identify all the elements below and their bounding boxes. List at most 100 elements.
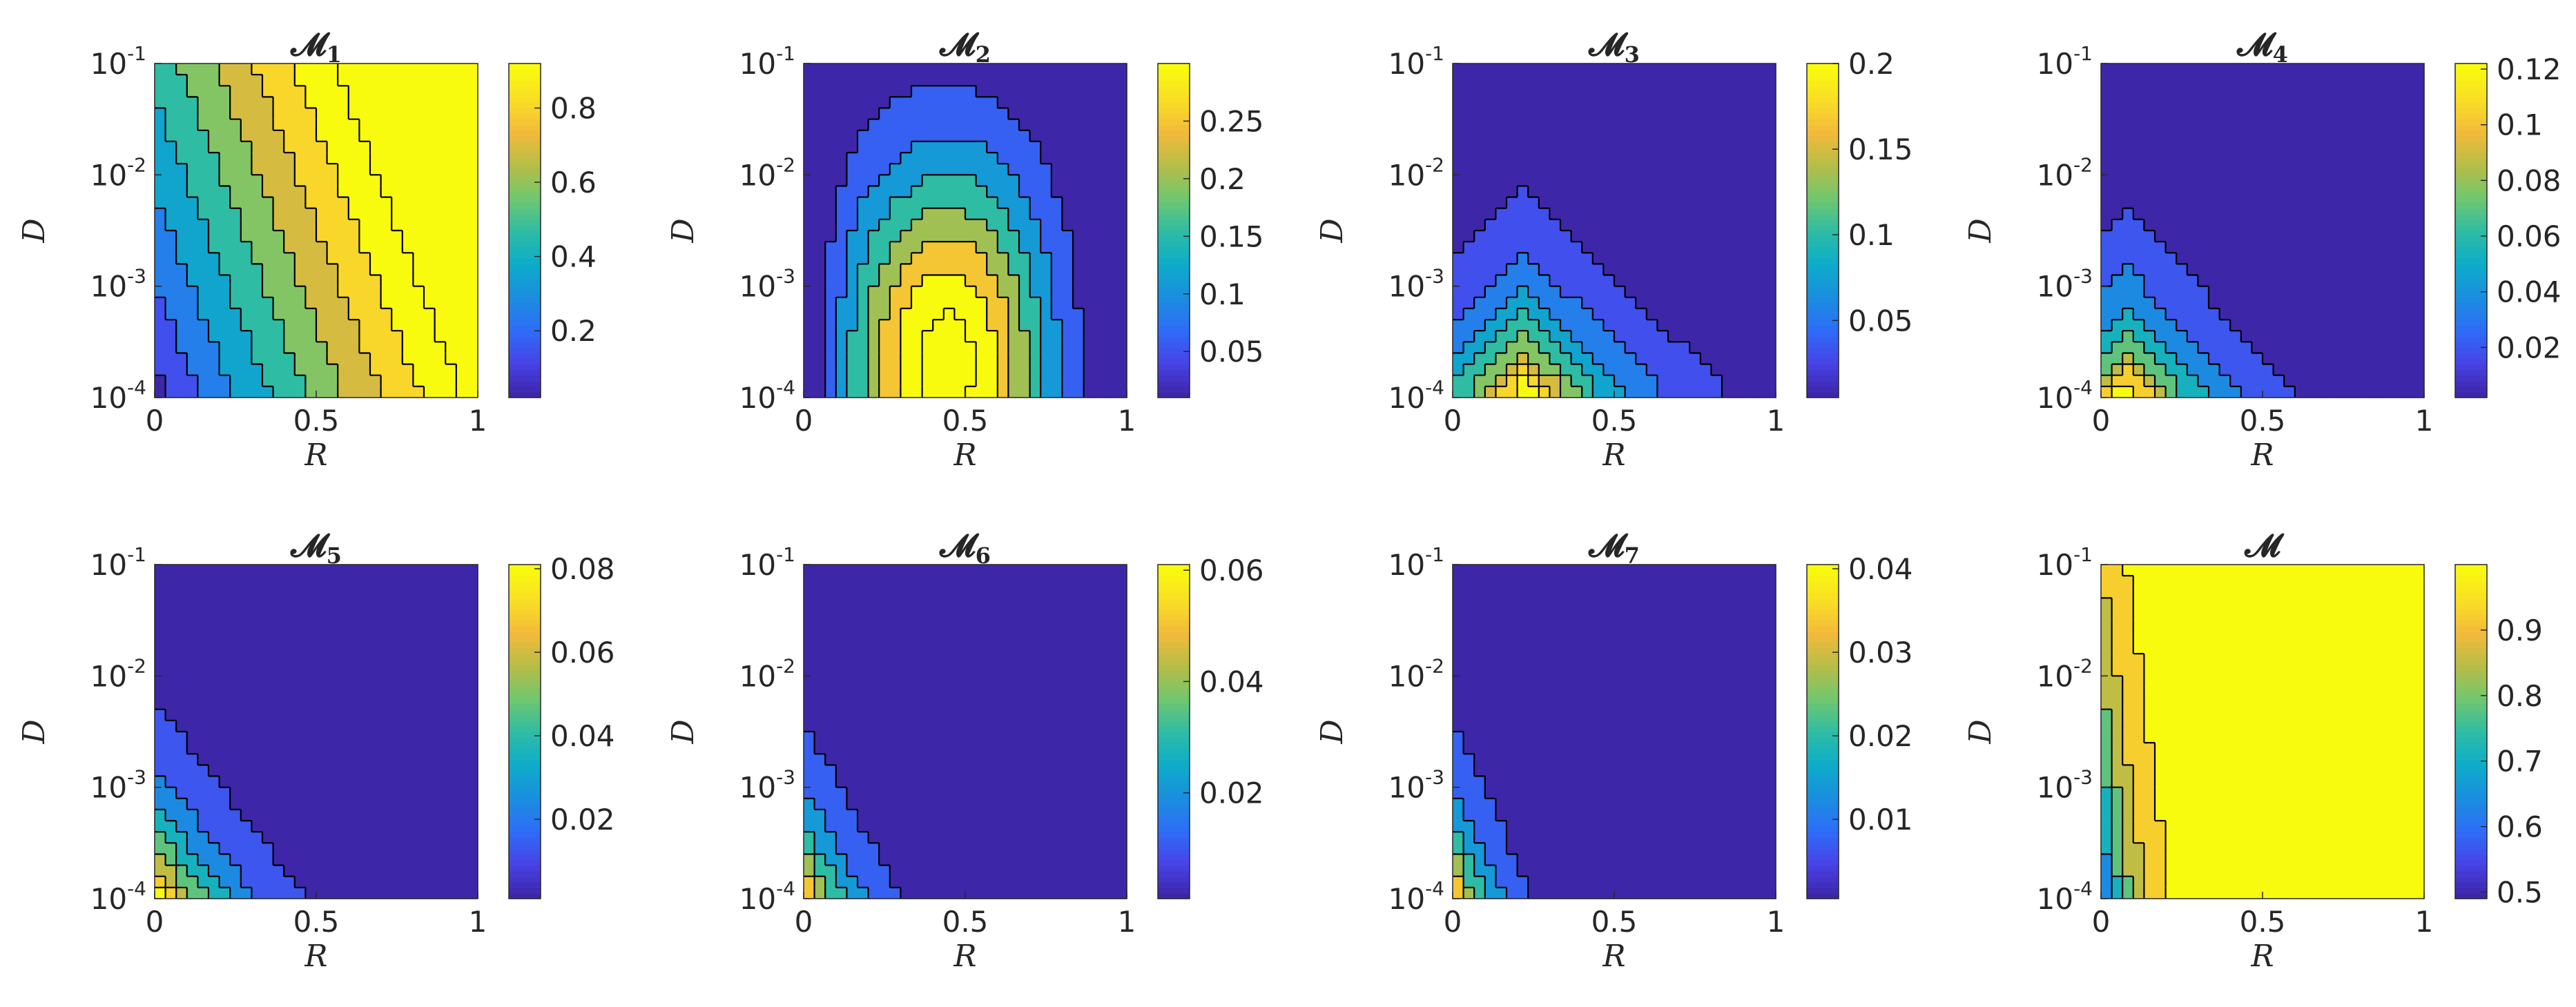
heatmap-cell — [1678, 75, 1690, 86]
heatmap-cell — [1765, 186, 1776, 198]
heatmap-cell — [391, 86, 403, 97]
heatmap-cell — [402, 765, 414, 777]
heatmap-cell — [262, 97, 274, 109]
heatmap-cell — [2316, 320, 2328, 331]
heatmap-cell — [900, 164, 912, 175]
heatmap-cell — [1538, 264, 1550, 276]
heatmap-cell — [997, 153, 1009, 164]
heatmap-cell — [2338, 264, 2350, 276]
heatmap-cell — [155, 865, 166, 877]
heatmap-cell — [1549, 297, 1561, 309]
colorbar-band — [1807, 325, 1839, 331]
heatmap-cell — [1743, 175, 1755, 187]
heatmap-cell — [1495, 219, 1507, 231]
heatmap-cell — [1592, 141, 1604, 153]
heatmap-cell — [1463, 108, 1475, 120]
heatmap-cell — [2370, 130, 2382, 142]
heatmap-cell — [186, 86, 198, 97]
heatmap-cell — [1453, 153, 1464, 164]
heatmap-cell — [2305, 97, 2317, 109]
heatmap-cell — [2165, 331, 2177, 342]
heatmap-cell — [804, 342, 815, 354]
panel-title: 𝓜3 — [1588, 26, 1640, 68]
heatmap-cell — [219, 320, 231, 331]
heatmap-cell — [219, 598, 231, 610]
heatmap-cell — [1507, 242, 1518, 253]
heatmap-cell — [1528, 386, 1540, 398]
heatmap-cell — [1073, 175, 1085, 187]
heatmap-cell — [155, 798, 166, 810]
heatmap-cell — [165, 798, 177, 810]
heatmap-cell — [1668, 375, 1680, 387]
colorbar-band — [1807, 314, 1839, 320]
heatmap-cell — [186, 364, 198, 376]
heatmap-cell — [1722, 75, 1734, 86]
heatmap-cell — [922, 75, 933, 86]
heatmap-cell — [1008, 108, 1020, 120]
heatmap-cell — [1722, 130, 1734, 142]
heatmap-cell — [1474, 153, 1486, 164]
heatmap-cell — [1765, 86, 1776, 97]
heatmap-cell — [2240, 197, 2252, 209]
heatmap-cell — [1765, 364, 1776, 376]
heatmap-cell — [413, 97, 425, 109]
heatmap-cell — [209, 75, 220, 86]
heatmap-cell — [889, 97, 901, 109]
heatmap-cell — [1051, 375, 1063, 387]
heatmap-cell — [2284, 219, 2296, 231]
heatmap-cell — [1495, 164, 1507, 175]
heatmap-cell — [1507, 331, 1518, 342]
heatmap-cell — [456, 765, 467, 777]
heatmap-cell — [1636, 342, 1647, 354]
heatmap-cell — [2392, 308, 2403, 320]
heatmap-cell — [284, 732, 296, 743]
heatmap-cell — [327, 353, 338, 365]
heatmap-cell — [327, 108, 338, 120]
heatmap-cell — [2165, 353, 2177, 365]
heatmap-cell — [933, 119, 945, 131]
heatmap-cell — [251, 253, 263, 264]
heatmap-cell — [1484, 386, 1496, 398]
heatmap-cell — [219, 765, 231, 777]
heatmap-cell — [456, 776, 467, 788]
heatmap-cell — [1636, 119, 1647, 131]
heatmap-cell — [467, 754, 478, 765]
heatmap-cell — [209, 654, 220, 665]
heatmap-cell — [965, 75, 977, 86]
heatmap-cell — [316, 253, 328, 264]
heatmap-cell — [1571, 186, 1582, 198]
heatmap-cell — [1453, 331, 1464, 342]
heatmap-cell — [2370, 286, 2382, 298]
heatmap-cell — [338, 108, 349, 120]
heatmap-cell — [2284, 75, 2296, 86]
heatmap-cell — [316, 876, 328, 888]
heatmap-cell — [1463, 275, 1475, 287]
heatmap-cell — [338, 308, 349, 320]
heatmap-cell — [825, 320, 837, 331]
heatmap-cell — [1495, 353, 1507, 365]
heatmap-cell — [1474, 97, 1486, 109]
heatmap-cell — [1083, 297, 1095, 309]
heatmap-cell — [2370, 375, 2382, 387]
heatmap-cell — [262, 175, 274, 187]
heatmap-cell — [305, 776, 317, 788]
heatmap-cell — [155, 843, 166, 855]
heatmap-cell — [370, 242, 382, 253]
heatmap-cell — [2338, 297, 2350, 309]
heatmap-cell — [197, 876, 209, 888]
colorbar-tick-label: 0.04 — [2497, 275, 2562, 309]
colorbar-tick-label: 0.8 — [550, 92, 597, 126]
heatmap-cell — [305, 609, 317, 621]
heatmap-cell — [1754, 219, 1765, 231]
heatmap-cell — [391, 798, 403, 810]
heatmap-cell — [284, 765, 296, 777]
heatmap-cell — [445, 642, 457, 654]
heatmap-cell — [2413, 153, 2425, 164]
heatmap-cell — [1689, 231, 1701, 242]
heatmap-cell — [2122, 164, 2134, 175]
heatmap-cell — [186, 353, 198, 365]
heatmap-cell — [2111, 231, 2123, 242]
heatmap-cell — [1592, 164, 1604, 175]
heatmap-cell — [2122, 153, 2134, 164]
heatmap-cell — [900, 141, 912, 153]
